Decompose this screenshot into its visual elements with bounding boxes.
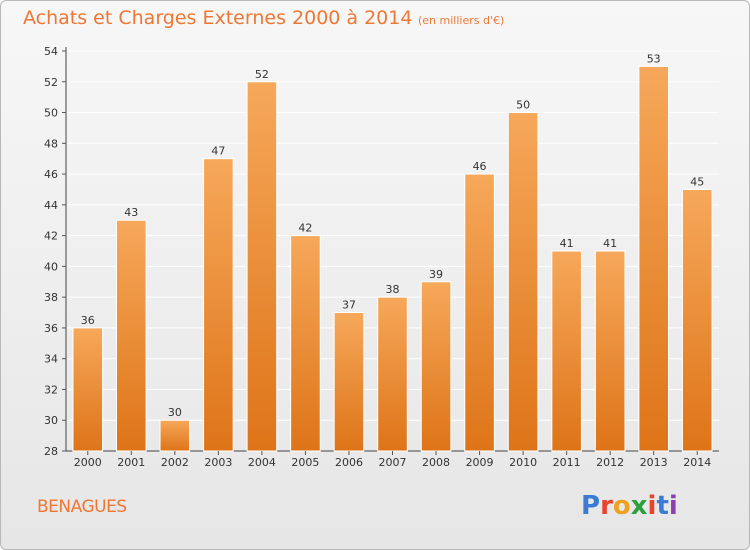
bar-value-label: 42	[298, 222, 312, 235]
bar-value-label: 39	[429, 268, 443, 281]
logo-letter: r	[600, 491, 613, 521]
bar-value-label: 41	[603, 237, 617, 250]
bar	[72, 327, 104, 452]
x-tick-label: 2011	[553, 456, 581, 469]
y-tick-label: 34	[44, 353, 58, 366]
logo-letter: i	[668, 491, 678, 521]
x-tick-label: 2006	[335, 456, 363, 469]
bar	[507, 112, 539, 452]
logo-letter: x	[630, 491, 648, 521]
bar-value-label: 45	[690, 175, 704, 188]
x-tick-label: 2013	[640, 456, 668, 469]
bar-value-label: 50	[516, 99, 530, 112]
y-tick-label: 42	[44, 230, 58, 243]
x-tick-label: 2012	[596, 456, 624, 469]
x-tick-label: 2005	[291, 456, 319, 469]
bar	[681, 188, 713, 452]
proxiti-logo[interactable]: Proxiti	[581, 491, 678, 521]
bar	[159, 419, 191, 452]
x-tick-label: 2003	[204, 456, 232, 469]
y-tick-label: 46	[44, 168, 58, 181]
bar-value-label: 38	[386, 283, 400, 296]
bar	[377, 296, 408, 452]
x-tick-label: 2009	[466, 456, 494, 469]
logo-letter: P	[581, 491, 601, 521]
bar	[638, 65, 670, 452]
bar-value-label: 46	[473, 160, 487, 173]
y-tick-label: 28	[44, 445, 58, 458]
bar-value-label: 37	[342, 299, 356, 312]
bar-value-label: 53	[647, 52, 661, 65]
x-tick-label: 2002	[161, 456, 189, 469]
y-tick-label: 50	[44, 107, 58, 120]
y-tick-label: 32	[44, 383, 58, 396]
bar-value-label: 43	[124, 206, 138, 219]
bar	[290, 235, 321, 452]
bar-value-label: 47	[211, 145, 225, 158]
y-tick-label: 48	[44, 137, 58, 150]
bar	[420, 281, 452, 452]
bar-value-label: 41	[560, 237, 574, 250]
x-tick-label: 2008	[422, 456, 450, 469]
x-tick-label: 2000	[74, 456, 102, 469]
y-tick-label: 30	[44, 414, 58, 427]
bar	[203, 158, 234, 452]
y-tick-label: 36	[44, 322, 58, 335]
bar	[551, 250, 582, 452]
x-tick-label: 2001	[117, 456, 145, 469]
bar	[594, 250, 626, 452]
x-tick-label: 2014	[683, 456, 711, 469]
logo-letter: i	[647, 491, 657, 521]
logo-letter: o	[612, 491, 631, 521]
commune-name: BENAGUES	[37, 497, 127, 517]
y-tick-label: 52	[44, 76, 58, 89]
bar	[333, 312, 365, 452]
y-tick-label: 44	[44, 199, 58, 212]
bar	[115, 219, 147, 452]
y-tick-label: 54	[44, 45, 58, 58]
y-tick-label: 40	[44, 260, 58, 273]
y-tick-label: 38	[44, 291, 58, 304]
logo-letter: t	[656, 491, 669, 521]
bar-value-label: 52	[255, 68, 269, 81]
chart-unit-note: (en milliers d'€)	[418, 14, 505, 27]
x-tick-label: 2010	[509, 456, 537, 469]
x-tick-label: 2007	[379, 456, 407, 469]
bar-value-label: 36	[81, 314, 95, 327]
chart-title: Achats et Charges Externes 2000 à 2014	[23, 7, 413, 29]
bar	[246, 81, 278, 452]
bar-value-label: 30	[168, 406, 182, 419]
x-tick-label: 2004	[248, 456, 276, 469]
bar	[464, 173, 495, 452]
